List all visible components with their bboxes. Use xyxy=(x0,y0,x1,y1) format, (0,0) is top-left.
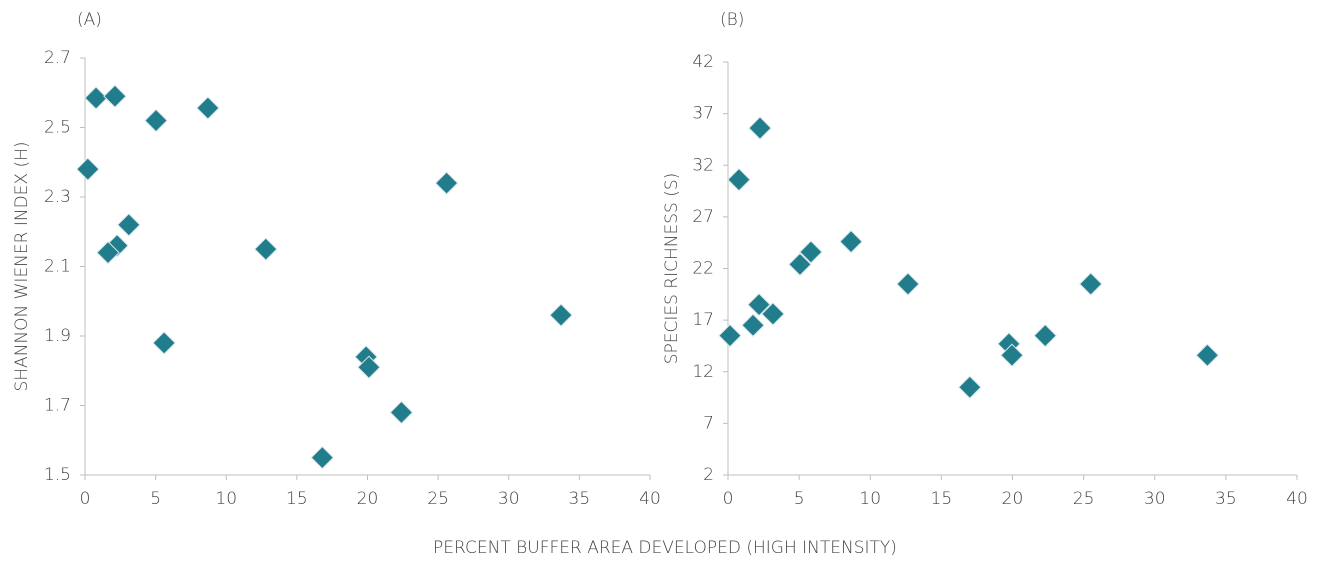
x-tick-label: 0 xyxy=(723,489,734,509)
x-tick-label: 10 xyxy=(215,489,237,509)
point xyxy=(117,213,141,237)
x-tick-label: 10 xyxy=(859,489,881,509)
point xyxy=(152,331,176,355)
point xyxy=(788,252,812,277)
point xyxy=(76,157,100,181)
y-tick-label: 1.9 xyxy=(44,326,71,346)
point xyxy=(196,96,220,120)
point xyxy=(747,292,771,317)
y-tick-label: 2.7 xyxy=(44,48,71,68)
point xyxy=(896,272,920,296)
y-tick-label: 17 xyxy=(692,310,714,330)
point xyxy=(1079,272,1103,296)
point xyxy=(1000,343,1024,367)
y-tick-label: 32 xyxy=(692,155,714,175)
y-tick-label: 37 xyxy=(692,104,714,124)
y-tick-label: 2 xyxy=(703,465,714,485)
point xyxy=(718,323,742,348)
point xyxy=(434,171,459,195)
point xyxy=(839,229,863,254)
y-tick-label: 42 xyxy=(692,52,714,72)
y-tick-label: 1.7 xyxy=(44,396,71,416)
x-tick-label: 40 xyxy=(639,489,661,509)
point xyxy=(799,240,823,264)
y-axis-label: SPECIES RICHNESS (S) xyxy=(662,173,682,365)
point xyxy=(84,86,108,110)
panel-label: (A) xyxy=(77,10,102,30)
point xyxy=(310,445,335,470)
x-tick-label: 25 xyxy=(1073,489,1095,509)
point xyxy=(727,167,751,192)
x-tick-label: 20 xyxy=(1002,489,1024,509)
point xyxy=(103,84,127,108)
x-tick-label: 5 xyxy=(150,489,161,509)
y-tick-label: 12 xyxy=(692,362,714,382)
y-tick-label: 2.1 xyxy=(44,257,71,277)
point xyxy=(748,116,772,140)
x-tick-label: 0 xyxy=(80,489,91,509)
point xyxy=(254,237,278,261)
x-tick-label: 30 xyxy=(1144,489,1166,509)
point xyxy=(1033,323,1057,348)
point xyxy=(357,355,381,379)
x-tick-label: 25 xyxy=(427,489,449,509)
y-tick-label: 27 xyxy=(692,207,714,227)
point xyxy=(96,240,120,265)
x-tick-label: 30 xyxy=(498,489,520,509)
y-axis-label: SHANNON WIENER INDEX (H) xyxy=(12,141,32,391)
point xyxy=(761,302,785,326)
x-axis-label: PERCENT BUFFER AREA DEVELOPED (HIGH INTE… xyxy=(433,538,897,558)
y-tick-label: 1.5 xyxy=(44,465,71,485)
x-tick-label: 15 xyxy=(931,489,953,509)
point xyxy=(389,400,414,425)
point xyxy=(549,303,573,327)
y-tick-label: 2.3 xyxy=(44,187,71,207)
panel-label: (B) xyxy=(720,10,744,30)
y-tick-label: 2.5 xyxy=(44,118,71,138)
point xyxy=(144,108,168,133)
x-tick-label: 20 xyxy=(357,489,379,509)
x-tick-label: 35 xyxy=(1215,489,1237,509)
point xyxy=(741,313,765,337)
x-tick-label: 40 xyxy=(1286,489,1308,509)
x-tick-label: 5 xyxy=(794,489,805,509)
x-tick-label: 35 xyxy=(569,489,591,509)
x-tick-label: 15 xyxy=(286,489,308,509)
y-tick-label: 7 xyxy=(703,413,714,433)
y-tick-label: 22 xyxy=(692,259,714,279)
point xyxy=(958,375,982,399)
point xyxy=(1195,343,1220,367)
